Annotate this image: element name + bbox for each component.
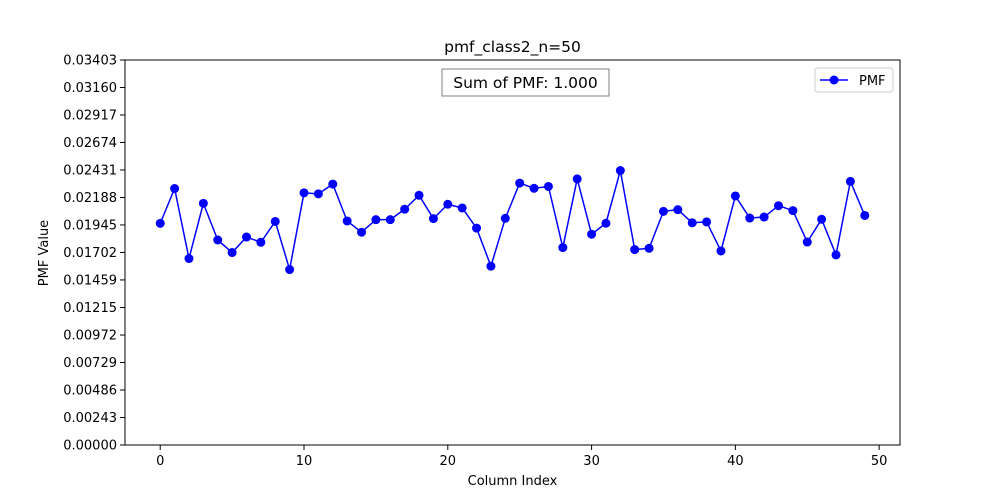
data-point <box>831 250 841 260</box>
y-tick-label: 0.00729 <box>63 356 117 371</box>
data-point <box>313 189 323 199</box>
data-point <box>716 246 726 256</box>
data-point <box>500 213 510 223</box>
y-tick-label: 0.00243 <box>63 411 117 426</box>
data-point <box>428 214 438 224</box>
data-point <box>788 206 798 216</box>
data-point <box>385 215 395 225</box>
y-tick-label: 0.02674 <box>63 136 117 151</box>
plot-area <box>155 166 870 275</box>
data-point <box>572 174 582 184</box>
data-point <box>472 223 482 233</box>
y-tick-label: 0.03403 <box>63 54 117 69</box>
y-axis-title: PMF Value <box>37 220 52 286</box>
y-tick-label: 0.01702 <box>63 246 117 261</box>
data-point <box>285 265 295 275</box>
data-point <box>817 214 827 224</box>
data-point <box>342 216 352 226</box>
y-tick-label: 0.00000 <box>63 439 117 454</box>
x-axis-title: Column Index <box>468 474 558 489</box>
annotation-box <box>441 68 610 97</box>
x-axis: 0 10 20 30 40 50 <box>156 445 887 469</box>
data-point <box>328 179 338 189</box>
data-point <box>615 166 625 176</box>
x-tick-label: 10 <box>296 454 313 469</box>
legend-box <box>814 67 894 93</box>
data-point <box>227 248 237 258</box>
annotation-text: Sum of PMF: 1.000 <box>453 74 598 92</box>
data-point <box>774 201 784 211</box>
y-tick-label: 0.01945 <box>63 218 117 233</box>
y-tick-label: 0.00972 <box>63 329 117 344</box>
x-tick-label: 50 <box>871 454 888 469</box>
sum-annotation: Sum of PMF: 1.000 <box>441 68 610 97</box>
data-point <box>400 204 410 214</box>
data-point <box>630 245 640 255</box>
y-tick-label: 0.02917 <box>63 108 117 123</box>
data-point <box>357 227 367 237</box>
data-point <box>371 215 381 225</box>
data-point <box>687 218 697 228</box>
legend-marker <box>829 75 839 85</box>
data-point <box>213 235 223 245</box>
y-tick-label: 0.00486 <box>63 384 117 399</box>
data-point <box>601 218 611 228</box>
data-point <box>730 191 740 201</box>
data-point <box>198 198 208 208</box>
y-axis: 0.00000 0.00243 0.00486 0.00729 0.00972 0.012… <box>63 54 125 454</box>
data-point <box>184 254 194 264</box>
data-point <box>673 205 683 215</box>
chart-title: pmf_class2_n=50 <box>444 38 581 57</box>
data-point <box>860 210 870 220</box>
data-point <box>702 217 712 227</box>
data-point <box>759 212 769 222</box>
y-tick-label: 0.03160 <box>63 81 117 96</box>
y-tick-label: 0.01215 <box>63 301 117 316</box>
data-point <box>587 229 597 239</box>
data-point <box>644 243 654 253</box>
data-point <box>256 237 266 247</box>
data-point <box>658 206 668 216</box>
x-tick-label: 40 <box>727 454 744 469</box>
legend-label: PMF <box>859 74 886 89</box>
x-tick-label: 20 <box>440 454 457 469</box>
data-point <box>241 232 251 242</box>
data-point <box>745 213 755 223</box>
data-point <box>414 190 424 200</box>
data-point <box>543 181 553 191</box>
data-point <box>457 203 467 213</box>
data-point <box>529 183 539 193</box>
x-tick-label: 0 <box>156 454 164 469</box>
legend: PMF <box>814 67 894 93</box>
axes-frame <box>124 59 901 446</box>
data-point <box>486 261 496 271</box>
data-point <box>155 218 165 228</box>
series-line-pmf <box>159 169 866 271</box>
data-point <box>170 184 180 194</box>
x-tick-label: 30 <box>583 454 600 469</box>
data-point <box>558 243 568 253</box>
data-point <box>299 188 309 198</box>
data-point <box>443 199 453 209</box>
y-tick-label: 0.01459 <box>63 273 117 288</box>
y-tick-label: 0.02431 <box>63 163 117 178</box>
data-point <box>802 237 812 247</box>
data-point <box>515 178 525 188</box>
data-point <box>845 176 855 186</box>
data-point <box>270 216 280 226</box>
y-tick-label: 0.02188 <box>63 191 117 206</box>
